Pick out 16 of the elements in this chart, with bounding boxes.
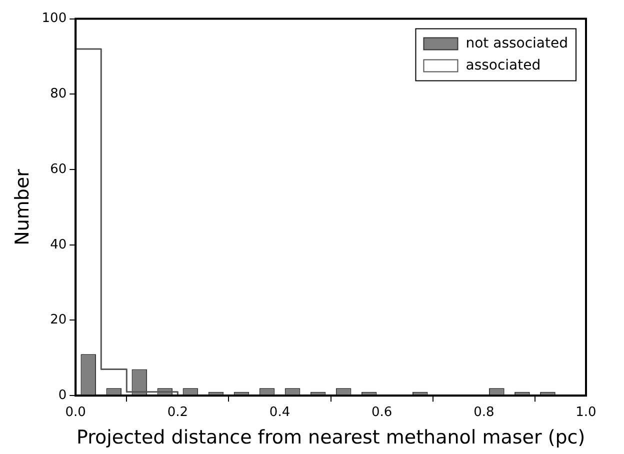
legend-label: not associated [466, 35, 568, 52]
y-tick-label: 40 [50, 237, 67, 252]
x-tick-label: 1.0 [576, 404, 596, 420]
x-axis-title: Projected distance from nearest methanol maser (pc) [76, 426, 586, 449]
y-tick-label: 0 [58, 388, 67, 403]
y-tick-label: 20 [50, 312, 67, 328]
x-tick-label: 0.6 [372, 404, 392, 420]
x-tick-label: 0.4 [269, 404, 290, 420]
y-tick-label: 80 [50, 86, 67, 102]
legend-label: associated [466, 57, 541, 74]
y-tick-label: 60 [50, 162, 67, 177]
y-axis-title: Number [11, 168, 34, 246]
x-tick-label: 0.8 [474, 404, 494, 420]
x-tick-label: 0.0 [65, 404, 86, 420]
y-tick-label: 100 [42, 11, 67, 26]
x-tick-label: 0.2 [167, 404, 188, 420]
